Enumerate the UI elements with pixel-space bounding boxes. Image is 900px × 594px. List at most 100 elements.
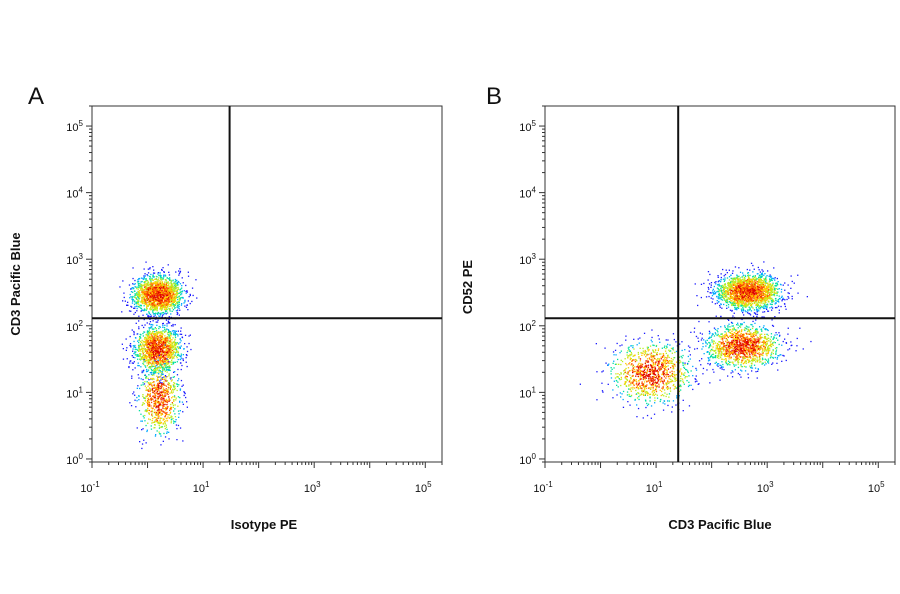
event-dot (178, 343, 180, 345)
event-dot (171, 290, 173, 292)
event-dot (129, 293, 131, 296)
event-dot (164, 363, 166, 365)
event-dot (720, 295, 722, 297)
event-dot (731, 300, 733, 302)
event-dot (158, 408, 160, 410)
event-dot (163, 338, 166, 340)
event-dot (741, 298, 743, 301)
event-dot (154, 362, 157, 364)
event-dot (131, 306, 133, 308)
event-dot (188, 342, 190, 345)
event-dot (141, 309, 143, 311)
event-dot (148, 332, 150, 334)
event-dot (175, 271, 177, 273)
event-dot (146, 274, 148, 276)
event-dot (166, 407, 168, 409)
event-dot (140, 286, 143, 288)
event-dot (752, 280, 754, 282)
event-dot (157, 386, 160, 388)
event-dot (136, 400, 138, 402)
event-dot (157, 351, 159, 353)
event-dot (141, 290, 143, 292)
event-dot (159, 357, 161, 359)
event-dot (132, 299, 134, 301)
event-dot (147, 404, 149, 406)
event-dot (179, 338, 181, 340)
event-dot (718, 280, 721, 282)
event-dot (173, 395, 176, 397)
event-dot (181, 287, 183, 289)
event-dot (776, 294, 778, 297)
event-dot (168, 316, 171, 318)
event-dot (136, 287, 138, 290)
event-dot (175, 298, 177, 300)
event-dot (170, 333, 173, 335)
event-dot (732, 279, 735, 281)
event-dot (172, 352, 174, 355)
event-dot (166, 359, 168, 361)
y-tick-label: 101 (66, 385, 83, 400)
event-dot (155, 289, 157, 291)
event-dot (150, 337, 152, 339)
event-dot (157, 386, 159, 389)
event-dot (151, 389, 153, 391)
event-dot (755, 282, 757, 284)
event-dot (173, 301, 175, 303)
event-dot (170, 356, 173, 358)
event-dot (159, 291, 161, 294)
event-dot (173, 351, 175, 353)
event-dot (165, 286, 167, 289)
event-dot (163, 399, 165, 401)
event-dot (746, 279, 748, 282)
event-dot (153, 395, 155, 397)
event-dot (143, 403, 145, 405)
event-dot (166, 312, 169, 314)
event-dot (157, 294, 159, 296)
event-dot (163, 391, 165, 394)
event-dot (160, 382, 162, 385)
event-dot (170, 408, 172, 410)
event-dot (724, 273, 727, 276)
event-dot (746, 304, 748, 306)
event-dot (177, 424, 180, 427)
y-tick-label: 102 (66, 319, 83, 334)
event-dot (179, 268, 181, 270)
event-dot (159, 394, 161, 396)
event-dot (169, 289, 172, 292)
event-dot (762, 270, 764, 272)
event-dot (155, 353, 157, 355)
event-dot (157, 393, 159, 396)
event-dot (139, 285, 141, 287)
event-dot (158, 288, 160, 290)
event-dot (155, 364, 157, 366)
y-tick-label: 100 (66, 452, 83, 467)
event-dot (141, 288, 143, 290)
event-dot (735, 286, 738, 288)
event-dot (145, 287, 148, 289)
panel-a-letter: A (28, 83, 44, 110)
event-dot (142, 355, 144, 357)
event-dot (173, 305, 175, 307)
event-dot (164, 422, 166, 424)
event-dot (752, 271, 754, 273)
event-dot (176, 293, 178, 295)
event-dot (170, 385, 172, 387)
event-dot (159, 367, 161, 369)
event-dot (142, 288, 144, 290)
event-dot (171, 287, 173, 289)
event-dot (176, 389, 178, 392)
event-dot (157, 296, 159, 298)
event-dot (137, 279, 139, 281)
event-dot (762, 307, 765, 310)
event-dot (168, 282, 170, 285)
event-dot (143, 349, 145, 351)
event-dot (161, 312, 163, 314)
event-dot (158, 291, 160, 293)
event-dot (141, 429, 143, 431)
event-dot (173, 333, 175, 336)
event-dot (169, 291, 171, 293)
event-dot (131, 362, 133, 364)
event-dot (169, 331, 171, 334)
event-dot (721, 286, 723, 289)
